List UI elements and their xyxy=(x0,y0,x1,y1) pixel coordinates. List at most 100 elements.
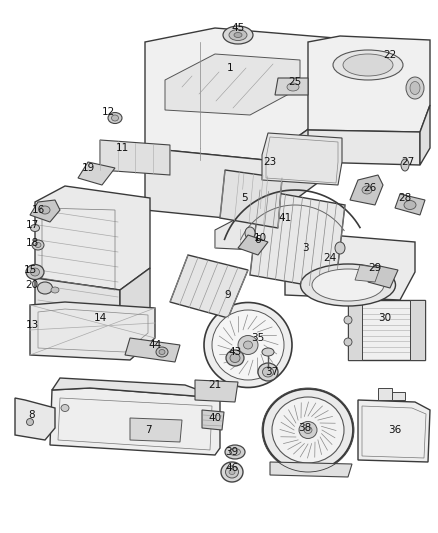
Ellipse shape xyxy=(262,348,274,356)
Ellipse shape xyxy=(343,54,393,76)
Text: 11: 11 xyxy=(115,143,129,153)
Text: 30: 30 xyxy=(378,313,392,323)
Polygon shape xyxy=(145,28,335,160)
Polygon shape xyxy=(125,338,180,362)
Polygon shape xyxy=(378,388,392,400)
Ellipse shape xyxy=(300,264,396,306)
Ellipse shape xyxy=(304,426,312,433)
Ellipse shape xyxy=(226,350,244,366)
Ellipse shape xyxy=(401,159,409,171)
Ellipse shape xyxy=(362,186,372,194)
Ellipse shape xyxy=(40,206,50,214)
Ellipse shape xyxy=(223,26,253,44)
Text: 14: 14 xyxy=(93,313,106,323)
Text: 6: 6 xyxy=(254,235,261,245)
Text: 29: 29 xyxy=(368,263,381,273)
Polygon shape xyxy=(52,378,220,398)
Ellipse shape xyxy=(31,224,39,231)
Polygon shape xyxy=(195,380,238,402)
Text: 37: 37 xyxy=(265,367,279,377)
Polygon shape xyxy=(120,268,150,342)
Polygon shape xyxy=(348,300,425,360)
Ellipse shape xyxy=(238,335,258,354)
Polygon shape xyxy=(350,175,383,205)
Ellipse shape xyxy=(204,303,292,387)
Text: 17: 17 xyxy=(25,220,39,230)
Polygon shape xyxy=(215,218,315,252)
Polygon shape xyxy=(238,235,268,255)
Text: 9: 9 xyxy=(225,290,231,300)
Text: 20: 20 xyxy=(25,280,39,290)
Ellipse shape xyxy=(27,418,33,425)
Ellipse shape xyxy=(263,389,353,471)
Text: 35: 35 xyxy=(251,333,265,343)
Polygon shape xyxy=(220,170,282,228)
Ellipse shape xyxy=(156,347,168,357)
Polygon shape xyxy=(420,105,430,165)
Polygon shape xyxy=(35,186,150,290)
Polygon shape xyxy=(15,398,55,440)
Polygon shape xyxy=(145,148,265,222)
Polygon shape xyxy=(30,200,60,222)
Text: 10: 10 xyxy=(254,233,267,243)
Polygon shape xyxy=(348,300,362,360)
Ellipse shape xyxy=(406,77,424,99)
Polygon shape xyxy=(392,392,405,400)
Text: 1: 1 xyxy=(227,63,233,73)
Polygon shape xyxy=(170,255,248,318)
Ellipse shape xyxy=(335,242,345,254)
Ellipse shape xyxy=(410,82,420,94)
Polygon shape xyxy=(270,462,352,477)
Ellipse shape xyxy=(230,448,240,456)
Polygon shape xyxy=(355,265,380,282)
Text: 26: 26 xyxy=(364,183,377,193)
Polygon shape xyxy=(35,278,120,342)
Text: 7: 7 xyxy=(145,425,151,435)
Ellipse shape xyxy=(229,29,247,41)
Ellipse shape xyxy=(226,466,239,478)
Polygon shape xyxy=(262,133,342,185)
Ellipse shape xyxy=(108,112,122,124)
Polygon shape xyxy=(30,302,155,360)
Ellipse shape xyxy=(212,310,284,380)
Ellipse shape xyxy=(245,227,255,239)
Ellipse shape xyxy=(112,115,119,121)
Polygon shape xyxy=(368,265,398,288)
Polygon shape xyxy=(275,78,308,95)
Ellipse shape xyxy=(272,397,344,463)
Ellipse shape xyxy=(312,269,384,301)
Ellipse shape xyxy=(262,367,273,377)
Ellipse shape xyxy=(51,287,59,293)
Ellipse shape xyxy=(32,240,44,250)
Ellipse shape xyxy=(159,350,165,354)
Ellipse shape xyxy=(404,200,416,209)
Text: 16: 16 xyxy=(32,205,45,215)
Text: 27: 27 xyxy=(401,157,415,167)
Ellipse shape xyxy=(38,282,53,294)
Polygon shape xyxy=(410,300,425,360)
Ellipse shape xyxy=(234,33,242,37)
Ellipse shape xyxy=(299,422,317,439)
Text: 40: 40 xyxy=(208,413,222,423)
Polygon shape xyxy=(285,235,415,300)
Text: 36: 36 xyxy=(389,425,402,435)
Text: 15: 15 xyxy=(23,265,37,275)
Polygon shape xyxy=(100,140,170,175)
Text: 12: 12 xyxy=(101,107,115,117)
Ellipse shape xyxy=(230,353,240,362)
Polygon shape xyxy=(395,194,425,215)
Ellipse shape xyxy=(287,83,299,91)
Text: 18: 18 xyxy=(25,238,39,248)
Text: 21: 21 xyxy=(208,380,222,390)
Polygon shape xyxy=(308,130,420,165)
Ellipse shape xyxy=(26,264,44,279)
Text: 46: 46 xyxy=(226,463,239,473)
Text: 19: 19 xyxy=(81,163,95,173)
Ellipse shape xyxy=(258,363,278,381)
Text: 3: 3 xyxy=(302,243,308,253)
Ellipse shape xyxy=(244,341,252,349)
Polygon shape xyxy=(50,388,220,455)
Text: 5: 5 xyxy=(242,193,248,203)
Polygon shape xyxy=(265,110,335,222)
Ellipse shape xyxy=(333,50,403,80)
